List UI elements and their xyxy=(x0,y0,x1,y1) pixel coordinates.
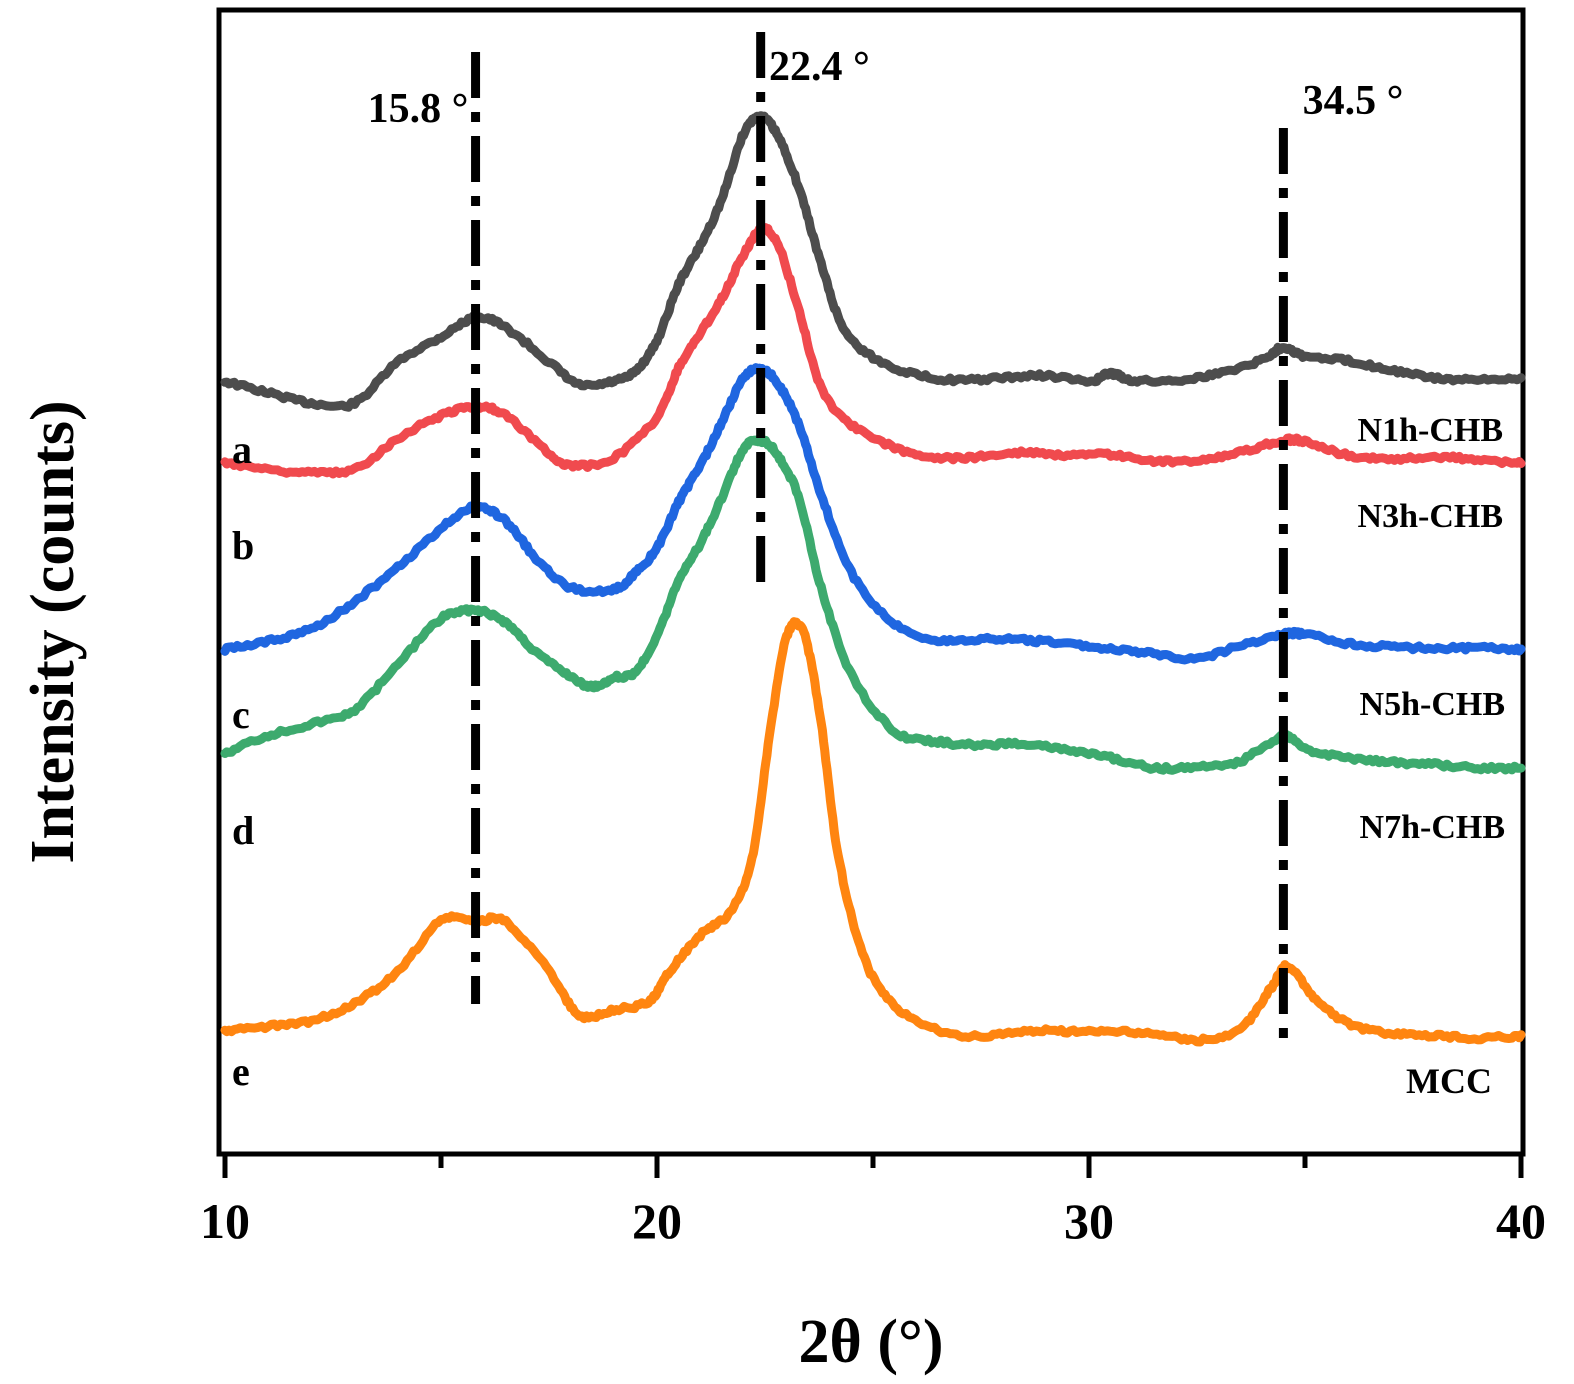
x-axis-ticks: 10 20 30 40 xyxy=(200,1154,1546,1249)
series-letter-a: a xyxy=(232,427,252,472)
series-name-a: N1h-CHB xyxy=(1358,412,1503,449)
series-layer xyxy=(220,111,1526,1047)
x-axis-title: 2θ (°) xyxy=(799,1308,944,1376)
series-line-c xyxy=(220,363,1526,665)
x-tick-label: 10 xyxy=(200,1193,250,1249)
series-line-a xyxy=(220,111,1526,412)
series-line-d xyxy=(220,435,1526,775)
series-letter-b: b xyxy=(232,523,254,568)
y-axis-title: Intensity (counts) xyxy=(19,400,87,863)
series-letter-e: e xyxy=(232,1049,250,1094)
series-letter-c: c xyxy=(232,692,250,737)
x-tick-label: 30 xyxy=(1064,1193,1114,1249)
series-name-e: MCC xyxy=(1406,1061,1492,1101)
reference-label-1: 15.8 ° xyxy=(368,86,469,132)
reference-label-3: 34.5 ° xyxy=(1303,78,1404,124)
series-line-e xyxy=(220,617,1526,1047)
x-tick-label: 40 xyxy=(1496,1193,1546,1249)
series-name-c: N5h-CHB xyxy=(1360,686,1505,723)
x-tick-label: 20 xyxy=(632,1193,682,1249)
series-name-d: N7h-CHB xyxy=(1360,809,1505,846)
reference-label-2: 22.4 ° xyxy=(769,44,870,90)
series-labels: a N1h-CHB b N3h-CHB c N5h-CHB d N7h-CHB e MCC xyxy=(232,412,1505,1101)
series-name-b: N3h-CHB xyxy=(1358,498,1503,535)
reference-lines: 15.8 ° 22.4 ° 34.5 ° xyxy=(368,32,1404,1052)
plot-frame xyxy=(216,7,1526,1157)
series-letter-d: d xyxy=(232,808,254,853)
